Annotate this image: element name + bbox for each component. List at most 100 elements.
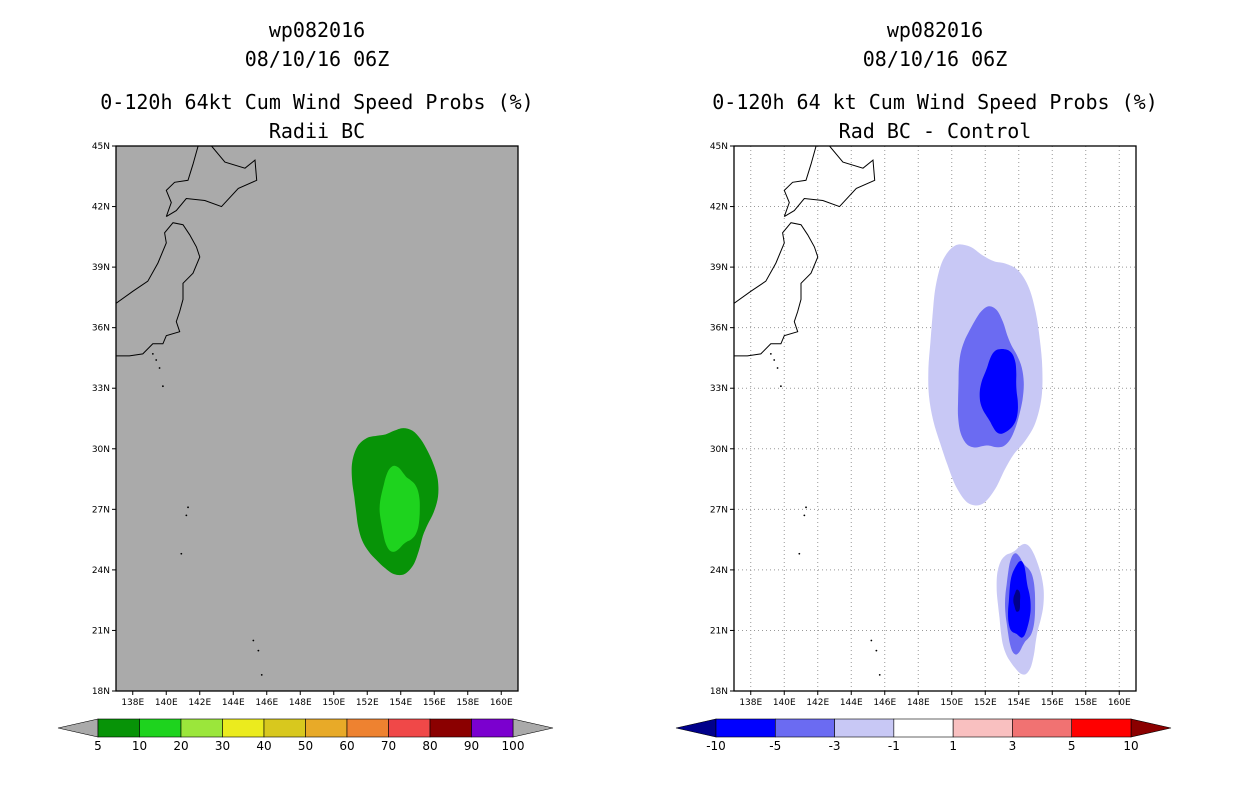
y-tick-label-45N: 45N xyxy=(92,142,110,152)
colorbar-box-1-6 xyxy=(305,718,348,738)
colorbar-label-1-3: 20 xyxy=(173,739,188,753)
x-tick-label-152E: 152E xyxy=(356,698,379,708)
coastline-2-2 xyxy=(783,146,876,218)
y-tick-label-45N: 45N xyxy=(710,142,728,152)
left-storm-id: wp082016 xyxy=(268,18,366,42)
plot-frame-2 xyxy=(733,145,1137,692)
colorbar-label-1-4: 30 xyxy=(215,739,230,753)
x-tick-label-160E: 160E xyxy=(1108,698,1131,708)
y-tick-label-36N: 36N xyxy=(92,324,110,334)
colorbar-label-2-3: -3 xyxy=(829,739,841,753)
island-1-5 xyxy=(158,367,161,369)
colorbar-under-2 xyxy=(675,718,717,738)
region-2-3 xyxy=(979,348,1018,434)
colorbar-box-2-7 xyxy=(1071,718,1132,738)
x-tick-label-146E: 146E xyxy=(873,698,896,708)
x-tick-label-158E: 158E xyxy=(1074,698,1097,708)
colorbar-label-1-5: 40 xyxy=(256,739,271,753)
coastline-1-1 xyxy=(116,222,201,357)
region-2-7 xyxy=(1013,589,1021,612)
colorbar-label-2-5: 1 xyxy=(949,739,957,753)
y-tick-label-33N: 33N xyxy=(92,384,110,394)
colorbar-label-2-8: 10 xyxy=(1123,739,1138,753)
colorbar-box-2-5 xyxy=(952,718,1013,738)
island-2-9 xyxy=(875,649,878,652)
island-2-2 xyxy=(803,514,806,517)
y-tick-label-18N: 18N xyxy=(710,687,728,697)
colorbar-box-1-2 xyxy=(139,718,182,738)
island-1-6 xyxy=(155,359,158,361)
x-tick-label-150E: 150E xyxy=(940,698,963,708)
island-1-9 xyxy=(257,649,260,652)
y-tick-label-21N: 21N xyxy=(92,626,110,636)
y-tick-label-30N: 30N xyxy=(710,445,728,455)
x-tick-label-138E: 138E xyxy=(739,698,762,708)
y-tick-label-36N: 36N xyxy=(710,324,728,334)
colorbar-label-1-1: 5 xyxy=(94,739,102,753)
y-tick-label-42N: 42N xyxy=(710,203,728,213)
colorbar-box-1-3 xyxy=(180,718,223,738)
island-2-3 xyxy=(798,552,801,555)
y-tick-label-24N: 24N xyxy=(710,566,728,576)
colorbar-box-1-9 xyxy=(429,718,472,738)
colorbar-box-2-3 xyxy=(834,718,895,738)
y-tick-label-39N: 39N xyxy=(710,263,728,273)
island-1-8 xyxy=(260,673,263,676)
colorbar-label-1-9: 80 xyxy=(422,739,437,753)
y-tick-label-33N: 33N xyxy=(710,384,728,394)
x-tick-label-156E: 156E xyxy=(423,698,446,708)
right-datetime: 08/10/16 06Z xyxy=(862,47,1008,71)
island-2-4 xyxy=(780,385,782,388)
region-1-2 xyxy=(379,465,420,552)
right-chart-subtitle: Rad BC - Control xyxy=(838,119,1032,143)
x-tick-label-154E: 154E xyxy=(1007,698,1030,708)
x-tick-label-160E: 160E xyxy=(490,698,513,708)
island-1-1 xyxy=(187,506,189,509)
x-tick-label-140E: 140E xyxy=(155,698,178,708)
colorbar-box-2-6 xyxy=(1012,718,1073,738)
colorbar-box-1-1 xyxy=(97,718,140,738)
colorbar-label-2-4: -1 xyxy=(888,739,900,753)
x-tick-label-138E: 138E xyxy=(121,698,144,708)
colorbar-box-1-7 xyxy=(346,718,389,738)
x-tick-label-142E: 142E xyxy=(188,698,211,708)
x-tick-label-142E: 142E xyxy=(806,698,829,708)
colorbar-box-1-10 xyxy=(471,718,514,738)
colorbar-label-2-2: -5 xyxy=(769,739,781,753)
coastline-2-1 xyxy=(734,222,819,357)
x-tick-label-156E: 156E xyxy=(1041,698,1064,708)
x-tick-label-152E: 152E xyxy=(974,698,997,708)
island-2-8 xyxy=(878,673,881,676)
x-tick-label-154E: 154E xyxy=(389,698,412,708)
y-tick-label-21N: 21N xyxy=(710,626,728,636)
x-tick-label-148E: 148E xyxy=(289,698,312,708)
coastline-1-2 xyxy=(165,146,258,218)
x-tick-label-140E: 140E xyxy=(773,698,796,708)
plot-frame-1 xyxy=(115,145,519,692)
y-tick-label-27N: 27N xyxy=(92,505,110,515)
colorbar-label-1-10: 90 xyxy=(464,739,479,753)
colorbar-label-1-2: 10 xyxy=(132,739,147,753)
y-tick-label-30N: 30N xyxy=(92,445,110,455)
colorbar-box-1-8 xyxy=(388,718,431,738)
left-chart-subtitle: Radii BC xyxy=(268,119,366,143)
island-1-10 xyxy=(252,639,255,642)
plot-area-1 xyxy=(116,146,439,676)
colorbar-label-1-11: 100 xyxy=(502,739,525,753)
colorbar-box-2-1 xyxy=(715,718,776,738)
y-tick-label-27N: 27N xyxy=(710,505,728,515)
y-tick-label-24N: 24N xyxy=(92,566,110,576)
right-storm-id: wp082016 xyxy=(886,18,984,42)
left-datetime: 08/10/16 06Z xyxy=(244,47,390,71)
y-tick-label-18N: 18N xyxy=(92,687,110,697)
x-tick-label-144E: 144E xyxy=(222,698,245,708)
island-1-4 xyxy=(162,385,164,388)
colorbar-label-1-7: 60 xyxy=(339,739,354,753)
y-tick-label-39N: 39N xyxy=(92,263,110,273)
island-2-5 xyxy=(776,367,779,369)
colorbar-box-2-2 xyxy=(774,718,835,738)
x-tick-label-146E: 146E xyxy=(255,698,278,708)
island-1-2 xyxy=(185,514,188,517)
colorbar-box-2-4 xyxy=(893,718,954,738)
